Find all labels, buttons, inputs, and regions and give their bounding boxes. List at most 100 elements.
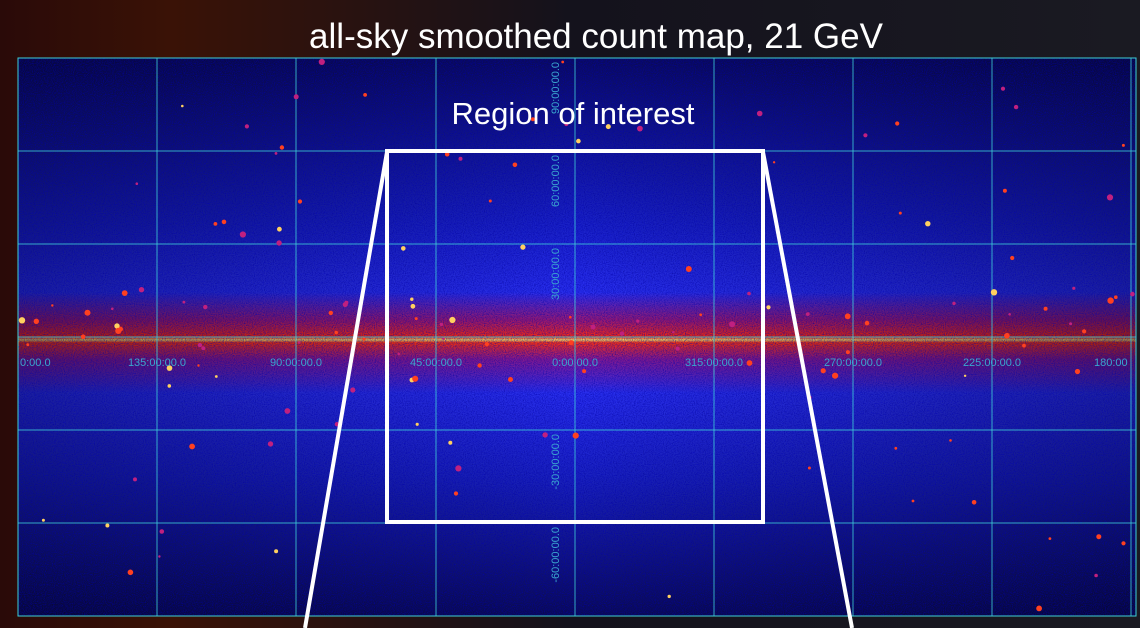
longitude-label: 225:00:00.0 xyxy=(963,357,1021,369)
point-source xyxy=(1000,86,1006,91)
point-source xyxy=(512,162,518,168)
point-source xyxy=(844,313,851,320)
map-border xyxy=(17,57,1137,617)
point-source xyxy=(675,346,680,351)
point-source xyxy=(114,323,120,329)
point-source xyxy=(239,231,246,238)
longitude-label: 315:00:00.0 xyxy=(685,357,743,369)
point-source xyxy=(444,151,450,157)
sky-map: 0:00.0 135:00:00.0 90:00:00.0 45:00:00.0… xyxy=(18,58,1136,616)
point-source xyxy=(1022,343,1026,348)
point-source xyxy=(1004,332,1010,339)
point-source xyxy=(699,313,703,317)
point-source xyxy=(115,327,122,334)
point-source xyxy=(1048,537,1052,540)
point-source xyxy=(952,301,956,306)
longitude-label: 270:00:00.0 xyxy=(824,357,882,369)
longitude-label: 0:00:00.0 xyxy=(552,357,598,369)
point-source xyxy=(729,321,736,328)
point-source xyxy=(453,491,459,496)
point-source xyxy=(619,331,625,336)
latitude-label: 30:00:00.0 xyxy=(550,248,562,300)
longitude-label: 0:00.0 xyxy=(20,357,51,369)
point-source xyxy=(213,222,218,226)
point-source xyxy=(41,518,45,522)
point-source xyxy=(530,117,535,122)
point-source xyxy=(182,300,186,304)
point-source xyxy=(277,226,282,232)
region-box xyxy=(385,149,765,524)
point-source xyxy=(1094,573,1098,578)
point-source xyxy=(805,312,810,316)
point-source xyxy=(864,320,870,326)
point-source xyxy=(508,377,513,382)
point-source xyxy=(1121,541,1126,546)
point-source xyxy=(636,319,640,323)
point-source xyxy=(832,372,839,379)
point-source xyxy=(334,330,339,335)
point-source xyxy=(1043,306,1048,311)
point-source xyxy=(350,387,356,393)
zoom-line-right xyxy=(761,151,854,628)
point-source xyxy=(221,219,227,225)
point-source xyxy=(297,199,303,204)
point-source xyxy=(1106,194,1114,201)
point-source xyxy=(971,500,977,505)
point-source xyxy=(898,211,902,215)
point-source xyxy=(1130,291,1135,297)
longitude-label: 45:00:00.0 xyxy=(410,357,462,369)
point-source xyxy=(167,384,172,388)
point-source xyxy=(685,266,692,272)
point-source xyxy=(576,138,581,144)
point-source xyxy=(111,307,114,311)
zoom-line-left xyxy=(303,151,389,628)
point-source xyxy=(51,304,54,307)
point-source xyxy=(807,466,811,470)
point-source xyxy=(214,375,218,378)
point-source xyxy=(274,152,278,155)
point-source xyxy=(197,364,200,367)
point-source xyxy=(1082,329,1087,334)
point-source xyxy=(542,432,548,438)
longitude-label: 135:00:00.0 xyxy=(128,357,186,369)
point-source xyxy=(439,322,444,327)
point-source xyxy=(1107,297,1114,304)
point-source xyxy=(1069,322,1073,326)
point-source xyxy=(189,443,196,450)
point-source xyxy=(203,304,208,310)
point-source xyxy=(746,360,753,366)
point-source xyxy=(449,316,456,324)
point-source xyxy=(181,104,184,108)
point-source xyxy=(328,310,333,316)
point-source xyxy=(458,156,463,161)
point-source xyxy=(166,365,173,371)
point-source xyxy=(133,477,137,482)
point-source xyxy=(138,287,145,293)
point-source xyxy=(293,94,299,100)
point-source xyxy=(820,368,826,374)
point-source xyxy=(121,290,128,296)
point-source xyxy=(84,309,91,316)
point-source xyxy=(911,499,915,503)
point-source xyxy=(284,408,291,414)
point-source xyxy=(318,58,325,65)
point-source xyxy=(363,93,367,97)
point-source xyxy=(1074,368,1081,375)
slide-title: all-sky smoothed count map, 21 GeV xyxy=(309,17,884,56)
point-source xyxy=(276,240,282,246)
point-source xyxy=(488,199,492,203)
point-source xyxy=(766,305,771,310)
point-source xyxy=(963,374,967,377)
point-source xyxy=(564,121,569,127)
point-source xyxy=(412,375,419,382)
point-source xyxy=(33,318,39,324)
point-source xyxy=(520,244,526,250)
point-source xyxy=(197,342,203,348)
point-source xyxy=(159,529,165,534)
latitude-label: -30:00:00.0 xyxy=(550,434,562,490)
point-source xyxy=(401,246,406,251)
point-source xyxy=(756,110,763,117)
point-source xyxy=(925,221,931,227)
point-source xyxy=(572,432,579,439)
